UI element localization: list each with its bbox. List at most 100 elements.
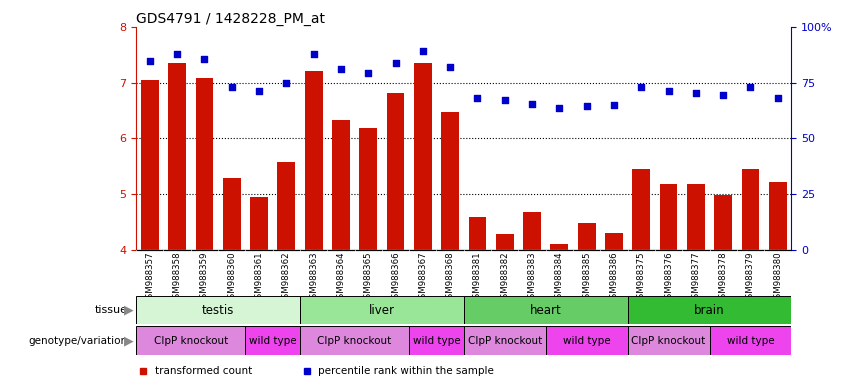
Text: wild type: wild type [563, 336, 610, 346]
Bar [469, 217, 486, 250]
Bar [496, 234, 514, 250]
Point [307, 51, 321, 57]
Point [225, 84, 238, 90]
Point [607, 102, 620, 108]
Text: GSM988382: GSM988382 [500, 252, 509, 305]
Bar [523, 212, 541, 250]
Text: GSM988368: GSM988368 [446, 252, 454, 305]
Text: GSM988364: GSM988364 [336, 252, 346, 305]
Text: GSM988375: GSM988375 [637, 252, 646, 305]
Text: tissue: tissue [94, 305, 128, 315]
Bar [741, 169, 759, 250]
Text: GSM988379: GSM988379 [746, 252, 755, 304]
Bar [409, 326, 464, 355]
Text: liver: liver [368, 304, 395, 316]
Bar [687, 184, 705, 250]
Text: ClpP knockout: ClpP knockout [317, 336, 391, 346]
Text: percentile rank within the sample: percentile rank within the sample [318, 366, 494, 376]
Text: GSM988380: GSM988380 [774, 252, 782, 305]
Bar [632, 169, 650, 250]
Bar [223, 178, 241, 250]
Text: GSM988367: GSM988367 [419, 252, 427, 305]
Bar [245, 326, 300, 355]
Text: ClpP knockout: ClpP knockout [154, 336, 228, 346]
Bar [769, 182, 786, 250]
Point [471, 95, 484, 101]
Text: GSM988366: GSM988366 [391, 252, 400, 305]
Point [389, 60, 403, 66]
Text: GSM988361: GSM988361 [254, 252, 264, 305]
Text: wild type: wild type [727, 336, 774, 346]
Point [744, 84, 757, 90]
Bar [386, 93, 404, 250]
Point [552, 104, 566, 111]
Bar [714, 195, 732, 250]
Text: GSM988383: GSM988383 [528, 252, 536, 305]
Point [416, 48, 430, 55]
Bar [136, 296, 300, 324]
Point [635, 84, 648, 90]
Bar [359, 128, 377, 250]
Bar [578, 223, 596, 250]
Point [279, 79, 293, 86]
Text: ClpP knockout: ClpP knockout [631, 336, 705, 346]
Bar [660, 184, 677, 250]
Text: GSM988385: GSM988385 [582, 252, 591, 305]
Bar [141, 80, 158, 250]
Text: ▶: ▶ [124, 304, 134, 316]
Text: GDS4791 / 1428228_PM_at: GDS4791 / 1428228_PM_at [136, 12, 325, 26]
Text: ▶: ▶ [124, 334, 134, 347]
Bar [414, 63, 431, 250]
Point [580, 103, 593, 109]
Point [334, 66, 348, 72]
Text: testis: testis [202, 304, 234, 316]
Text: GSM988359: GSM988359 [200, 252, 208, 304]
Point [717, 92, 730, 98]
Text: GSM988384: GSM988384 [555, 252, 564, 305]
Bar [464, 296, 627, 324]
Text: genotype/variation: genotype/variation [29, 336, 128, 346]
Bar [551, 244, 568, 250]
Bar [442, 112, 459, 250]
Bar [464, 326, 545, 355]
Bar [305, 71, 323, 250]
Text: GSM988365: GSM988365 [363, 252, 373, 305]
Bar [710, 326, 791, 355]
Text: GSM988376: GSM988376 [664, 252, 673, 305]
Bar [300, 296, 464, 324]
Point [197, 56, 211, 62]
Point [498, 97, 511, 103]
Bar [136, 326, 245, 355]
Point [689, 89, 703, 96]
Bar [332, 121, 350, 250]
Text: ClpP knockout: ClpP knockout [467, 336, 542, 346]
Text: GSM988360: GSM988360 [227, 252, 237, 305]
Point [252, 88, 266, 94]
Text: GSM988357: GSM988357 [146, 252, 154, 305]
Text: GSM988386: GSM988386 [609, 252, 619, 305]
Bar [250, 197, 268, 250]
Bar [628, 296, 791, 324]
Bar [300, 326, 409, 355]
Text: brain: brain [694, 304, 725, 316]
Bar [277, 162, 295, 250]
Point [443, 64, 457, 70]
Text: GSM988362: GSM988362 [282, 252, 291, 305]
Text: transformed count: transformed count [155, 366, 252, 376]
Point [170, 51, 184, 57]
Text: heart: heart [530, 304, 562, 316]
Point [525, 101, 539, 107]
Point [771, 95, 785, 101]
Bar [168, 63, 186, 250]
Text: GSM988358: GSM988358 [173, 252, 181, 305]
Point [662, 88, 676, 94]
Text: wild type: wild type [413, 336, 460, 346]
Bar [196, 78, 214, 250]
Point [143, 58, 157, 65]
Bar [605, 233, 623, 250]
Text: GSM988378: GSM988378 [719, 252, 728, 305]
Text: GSM988377: GSM988377 [691, 252, 700, 305]
Text: GSM988381: GSM988381 [473, 252, 482, 305]
Text: wild type: wild type [248, 336, 296, 346]
Bar [628, 326, 710, 355]
